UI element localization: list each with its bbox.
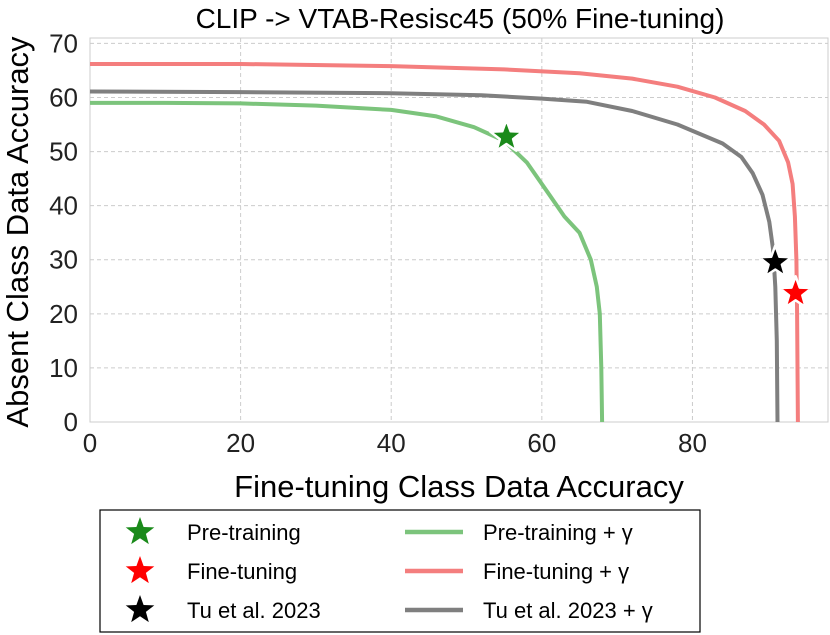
legend-label: Fine-tuning bbox=[187, 559, 297, 584]
x-tick-label: 0 bbox=[83, 428, 97, 458]
y-tick-label: 60 bbox=[49, 82, 78, 112]
legend-label: Fine-tuning + γ bbox=[483, 559, 629, 584]
legend-label: Tu et al. 2023 + γ bbox=[483, 598, 653, 623]
y-tick-label: 30 bbox=[49, 245, 78, 275]
x-tick-label: 40 bbox=[377, 428, 406, 458]
legend-star-tu-et-al-2023 bbox=[125, 595, 155, 623]
legend-star-fine-tuning bbox=[125, 556, 155, 584]
series-line-fine-tuning bbox=[90, 62, 800, 423]
tick-layer: 0 20 40 60 80 0 10 20 30 40 50 60 70 bbox=[49, 28, 707, 458]
y-tick-label: 40 bbox=[49, 191, 78, 221]
plot-frame bbox=[89, 37, 829, 423]
y-tick-label: 0 bbox=[64, 407, 78, 437]
star-marker-fine-tuning bbox=[778, 275, 814, 309]
y-tick-label: 50 bbox=[49, 137, 78, 167]
y-tick-label: 20 bbox=[49, 299, 78, 329]
legend-star-pre-training bbox=[125, 517, 155, 545]
legend-label: Pre-training + γ bbox=[483, 520, 633, 545]
legend: Pre-training Fine-tuning Tu et al. 2023 Pre… bbox=[99, 509, 701, 633]
x-tick-label: 60 bbox=[527, 428, 556, 458]
legend-label: Pre-training bbox=[187, 520, 301, 545]
y-tick-label: 70 bbox=[49, 28, 78, 58]
x-tick-label: 20 bbox=[226, 428, 255, 458]
legend-box bbox=[99, 509, 701, 633]
legend-label: Tu et al. 2023 bbox=[187, 598, 321, 623]
chart-title: CLIP -> VTAB-Resisc45 (50% Fine-tuning) bbox=[196, 3, 725, 34]
star-marker-tu-et-al-2023 bbox=[757, 244, 793, 278]
x-tick-label: 80 bbox=[678, 428, 707, 458]
y-axis-label: Absent Class Data Accuracy bbox=[0, 36, 35, 428]
series-line-tu-et-al-2023 bbox=[89, 89, 780, 423]
x-axis-label: Fine-tuning Class Data Accuracy bbox=[234, 469, 684, 504]
y-tick-label: 10 bbox=[49, 353, 78, 383]
marker-layer bbox=[489, 118, 814, 309]
star-marker-pre-training bbox=[489, 118, 524, 152]
series-line-pre-training bbox=[90, 100, 605, 423]
